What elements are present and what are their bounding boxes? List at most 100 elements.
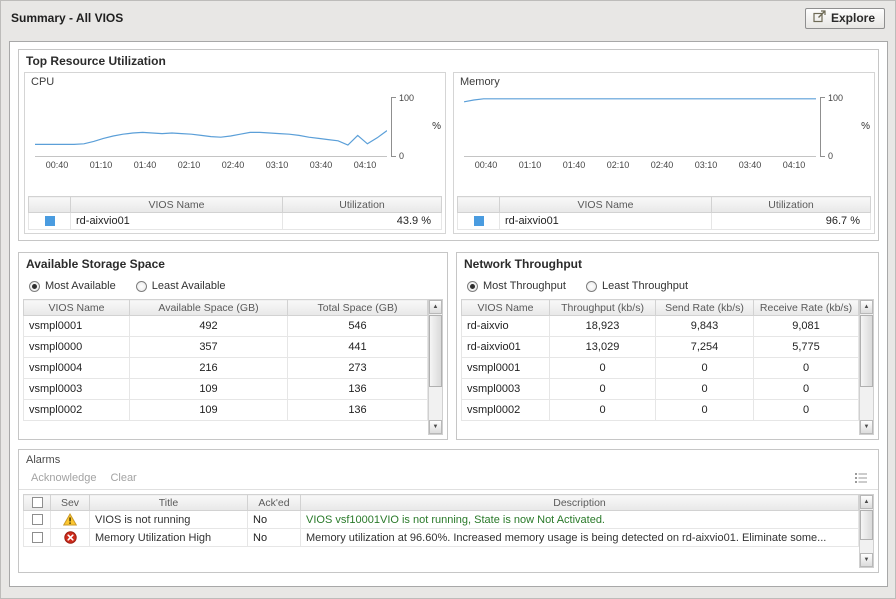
radio-option-least-available[interactable]: Least Available <box>135 280 226 292</box>
network-table: VIOS Name Throughput (kb/s) Send Rate (k… <box>461 299 859 421</box>
scrollbar-thumb[interactable] <box>860 315 873 388</box>
table-row[interactable]: vsmpl0004 216 273 <box>23 357 428 379</box>
table-cell: 492 <box>129 315 288 337</box>
alarm-description: VIOS vsf10001VIO is not running, State i… <box>300 510 859 529</box>
vertical-scrollbar[interactable]: ▲ ▼ <box>428 299 443 435</box>
alarms-title: Alarms <box>26 454 61 466</box>
x-tick-label: 00:40 <box>474 160 498 170</box>
table-row[interactable]: vsmpl0003 0 0 0 <box>461 378 859 400</box>
radio-button[interactable] <box>585 280 597 292</box>
scroll-up-button[interactable]: ▲ <box>860 495 873 509</box>
alarm-row-checkbox[interactable] <box>31 514 43 526</box>
scrollbar-thumb[interactable] <box>429 315 442 388</box>
legend-row[interactable]: rd-aixvio01 96.7 % <box>457 212 871 230</box>
network-sort-options: Most Throughput Least Throughput <box>457 275 878 297</box>
explore-button[interactable]: Explore <box>804 7 885 29</box>
table-cell: vsmpl0003 <box>461 378 550 400</box>
table-cell: 9,843 <box>655 315 754 337</box>
x-tick-label: 03:10 <box>265 160 289 170</box>
storage-scrollbar-slot: ▲ ▼ <box>428 299 443 435</box>
legend-header-row: VIOS Name Utilization <box>28 196 442 213</box>
cpu-panel: CPU 100 0 % 00:40 01:10 01:40 02:10 02:40 03:… <box>24 72 446 234</box>
legend-row[interactable]: rd-aixvio01 43.9 % <box>28 212 442 230</box>
scroll-up-button[interactable]: ▲ <box>860 300 873 314</box>
table-cell: 0 <box>753 399 859 421</box>
table-row[interactable]: vsmpl0002 109 136 <box>23 399 428 421</box>
table-row[interactable]: rd-aixvio 18,923 9,843 9,081 <box>461 315 859 337</box>
table-row[interactable]: vsmpl0001 0 0 0 <box>461 357 859 379</box>
alarm-title: Memory Utilization High <box>89 528 248 547</box>
radio-option-most-available[interactable]: Most Available <box>29 280 116 292</box>
series-color-swatch <box>44 216 55 227</box>
radio-button-selected[interactable] <box>29 280 40 292</box>
radio-button[interactable] <box>135 280 147 292</box>
memory-chart-x-axis: 00:40 01:10 01:40 02:10 02:40 03:10 03:40 04:10 <box>464 160 816 170</box>
memory-panel-title: Memory <box>460 76 500 88</box>
x-tick-label: 01:10 <box>89 160 113 170</box>
vertical-scrollbar[interactable]: ▲ ▼ <box>859 299 874 435</box>
x-tick-label: 00:40 <box>45 160 69 170</box>
radio-option-most-throughput[interactable]: Most Throughput <box>467 280 566 292</box>
table-cell: 7,254 <box>655 336 754 358</box>
table-cell: 136 <box>287 399 428 421</box>
x-tick-label: 01:10 <box>518 160 542 170</box>
swatch-column-header <box>457 196 500 213</box>
scrollbar-track[interactable] <box>860 314 873 420</box>
select-all-checkbox[interactable] <box>31 497 43 509</box>
column-header-title[interactable]: Title <box>89 494 248 511</box>
warning-icon <box>62 512 78 526</box>
alarms-table-zone: Sev Title Ack'ed Description VIOS is not… <box>23 494 874 568</box>
acknowledge-button[interactable]: Acknowledge <box>31 472 97 484</box>
table-options-icon[interactable] <box>854 472 868 484</box>
table-row[interactable]: rd-aixvio01 13,029 7,254 5,775 <box>461 336 859 358</box>
alarm-row-checkbox[interactable] <box>31 532 43 544</box>
cpu-legend-table: VIOS Name Utilization rd-aixvio01 43.9 % <box>28 196 442 230</box>
table-cell: 273 <box>287 357 428 379</box>
table-row[interactable]: vsmpl0002 0 0 0 <box>461 399 859 421</box>
column-header-sev[interactable]: Sev <box>50 494 90 511</box>
alarm-row[interactable]: Memory Utilization High No Memory utilizat… <box>23 528 859 547</box>
table-cell: 0 <box>549 357 656 379</box>
scroll-up-button[interactable]: ▲ <box>429 300 442 314</box>
column-header-description[interactable]: Description <box>300 494 859 511</box>
column-header-total-space[interactable]: Total Space (GB) <box>287 299 428 316</box>
radio-option-least-throughput[interactable]: Least Throughput <box>585 280 688 292</box>
legend-vios-name: rd-aixvio01 <box>70 212 283 230</box>
column-header-send-rate[interactable]: Send Rate (kb/s) <box>655 299 754 316</box>
table-cell: vsmpl0001 <box>461 357 550 379</box>
radio-label: Most Available <box>45 280 116 292</box>
column-header-throughput[interactable]: Throughput (kb/s) <box>549 299 656 316</box>
column-header-available-space[interactable]: Available Space (GB) <box>129 299 288 316</box>
clear-button[interactable]: Clear <box>110 472 137 484</box>
column-header-receive-rate[interactable]: Receive Rate (kb/s) <box>753 299 859 316</box>
table-cell: 109 <box>129 399 288 421</box>
dashboard-content: Top Resource Utilization CPU 100 0 % 00:… <box>9 41 888 587</box>
alarm-row[interactable]: VIOS is not running No VIOS vsf10001VIO is… <box>23 510 859 529</box>
memory-chart-y-axis: 100 0 <box>820 93 850 161</box>
scroll-down-button[interactable]: ▼ <box>860 553 873 567</box>
scrollbar-track[interactable] <box>429 314 442 420</box>
table-cell: 5,775 <box>753 336 859 358</box>
legend-header-row: VIOS Name Utilization <box>457 196 871 213</box>
table-cell: vsmpl0004 <box>23 357 130 379</box>
x-tick-label: 03:10 <box>694 160 718 170</box>
radio-button-selected[interactable] <box>467 280 478 292</box>
table-cell: vsmpl0002 <box>461 399 550 421</box>
swatch-column-header <box>28 196 71 213</box>
vertical-scrollbar[interactable]: ▲ ▼ <box>859 494 874 568</box>
network-throughput-panel: Network Throughput Most Throughput Least … <box>456 252 879 440</box>
x-tick-label: 03:40 <box>738 160 762 170</box>
table-row[interactable]: vsmpl0003 109 136 <box>23 378 428 400</box>
column-header-vios-name[interactable]: VIOS Name <box>23 299 130 316</box>
table-row[interactable]: vsmpl0001 492 546 <box>23 315 428 337</box>
column-header-vios-name[interactable]: VIOS Name <box>461 299 550 316</box>
scrollbar-thumb[interactable] <box>860 510 873 540</box>
scroll-down-button[interactable]: ▼ <box>860 420 873 434</box>
table-cell: 441 <box>287 336 428 358</box>
scroll-down-button[interactable]: ▼ <box>429 420 442 434</box>
column-header-acked[interactable]: Ack'ed <box>247 494 301 511</box>
alarms-panel: Alarms Acknowledge Clear <box>18 449 879 573</box>
memory-legend-table: VIOS Name Utilization rd-aixvio01 96.7 % <box>457 196 871 230</box>
table-row[interactable]: vsmpl0000 357 441 <box>23 336 428 358</box>
scrollbar-track[interactable] <box>860 509 873 553</box>
